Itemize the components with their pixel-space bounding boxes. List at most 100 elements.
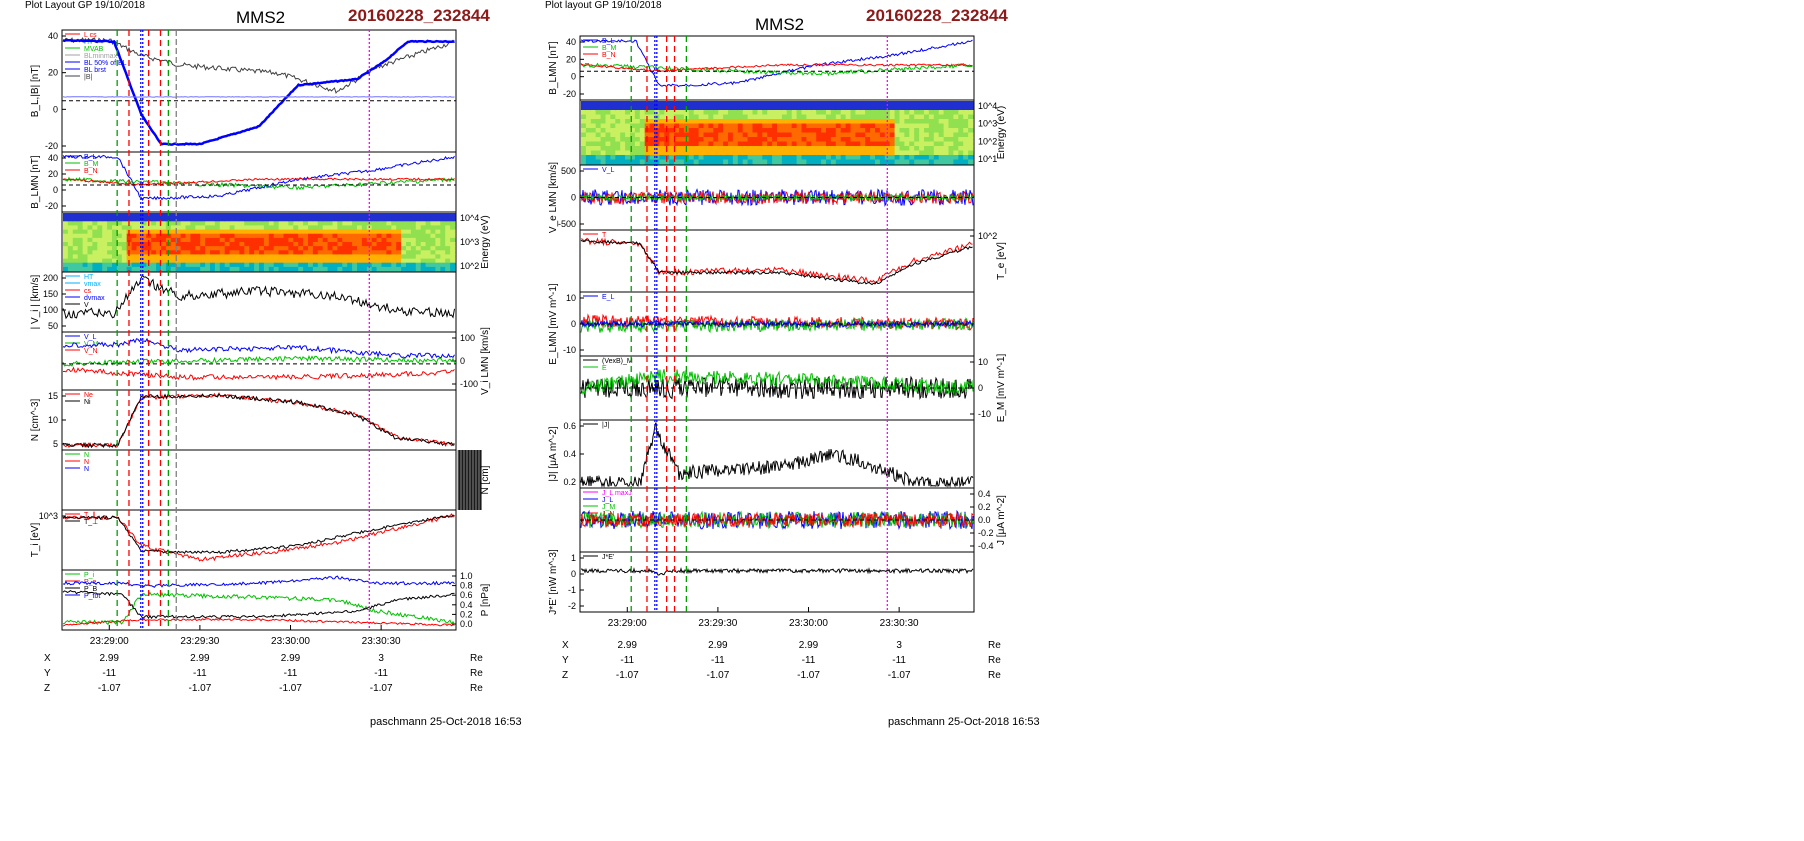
right-spectrogram-cell	[595, 119, 602, 125]
right-spectrogram-cell	[963, 146, 969, 152]
left-spectrogram-cell	[303, 266, 309, 272]
left-spectrogram-cell	[151, 246, 157, 251]
right-j-ytick-left: 0.6	[563, 421, 576, 431]
left-spectrogram-cell	[146, 246, 152, 251]
left-spectrogram-cell	[268, 250, 275, 255]
right-spectrogram-cell	[669, 137, 675, 143]
right-spectrogram-cell	[953, 159, 959, 165]
left-spectrogram-cell	[112, 266, 118, 272]
right-spectrogram-cell	[737, 110, 744, 116]
right-spectrogram-cell	[713, 132, 719, 138]
left-npanel-legend-label: N	[84, 466, 89, 473]
right-spectrogram-cell	[963, 119, 969, 125]
right-spectrogram-cell	[585, 101, 592, 107]
left-spectrogram-cell	[263, 213, 270, 218]
left-spectrogram-cell	[391, 217, 397, 222]
right-spectrogram-cell	[826, 105, 832, 111]
right-spectrogram-cell	[889, 105, 896, 111]
right-spectrogram-cell	[924, 119, 930, 125]
right-spectrogram-cell	[605, 114, 611, 120]
right-spectrogram-cell	[767, 146, 773, 152]
left-spectrogram-cell	[337, 246, 343, 251]
left-coord-value: -11	[374, 668, 388, 679]
left-spectrogram-cell	[293, 225, 299, 231]
right-spectrogram-cell	[924, 114, 930, 120]
right-spectrogram-cell	[953, 110, 959, 116]
right-spectrogram-cell	[830, 150, 837, 156]
left-spectrogram-cell	[97, 213, 103, 218]
left-spectrogram-cell	[239, 250, 245, 255]
right-spectrogram-cell	[654, 132, 660, 138]
right-spectrogram-cell	[639, 159, 646, 165]
right-spectrogram-cell	[821, 150, 827, 156]
left-spectrogram-cell	[121, 217, 128, 222]
left-spectrogram-cell	[425, 233, 432, 239]
right-spectrogram-cell	[679, 159, 685, 165]
left-spectrogram-cell	[420, 246, 427, 251]
left-blmn-series-line	[62, 154, 455, 202]
left-spectrogram-cell	[175, 266, 182, 272]
left-spectrogram-cell	[278, 221, 285, 226]
right-spectrogram-cell	[830, 155, 837, 161]
left-spectrogram-cell	[420, 242, 427, 247]
right-spectrogram-cell	[884, 123, 891, 129]
left-spectrogram-cell	[244, 213, 250, 218]
right-spectrogram-cell	[639, 101, 646, 107]
right-spectrogram-cell	[693, 128, 700, 134]
left-vilmn-ylabel: V_i LMN [km/s]	[480, 327, 491, 395]
left-spectrogram-cell	[244, 250, 250, 255]
right-spectrogram-cell	[943, 159, 950, 165]
right-spectrogram-cell	[752, 114, 758, 120]
right-spectrogram-cell	[688, 159, 695, 165]
right-spectrogram-cell	[767, 137, 773, 143]
left-spectrogram-cell	[156, 213, 162, 218]
right-spectrogram-cell	[595, 146, 602, 152]
left-spectrogram-cell	[342, 217, 348, 222]
left-spectrogram-cell	[82, 258, 89, 264]
left-spectrogram-cell	[195, 225, 201, 231]
left-spectrogram-cell	[224, 258, 231, 264]
left-spectrogram-cell	[112, 233, 118, 239]
right-spectrogram-cell	[860, 132, 866, 138]
left-spectrogram-cell	[102, 221, 108, 226]
left-spectrogram-cell	[381, 221, 387, 226]
left-spectrogram-cell	[126, 233, 133, 239]
left-ti-series-line	[62, 513, 455, 562]
right-spectrogram-cell	[850, 132, 856, 138]
left-spectrogram-cell	[366, 242, 373, 247]
left-spectrogram-cell	[219, 225, 226, 231]
right-spectrogram-cell	[742, 114, 749, 120]
right-spectrogram-cell	[840, 119, 847, 125]
left-spectrogram-cell	[298, 250, 304, 255]
right-spectrogram-cell	[816, 155, 822, 161]
left-spectrogram-cell	[268, 258, 275, 264]
right-spectrogram-cell	[830, 114, 837, 120]
right-spectrogram-cell	[585, 105, 592, 111]
left-spectrogram-cell	[337, 250, 343, 255]
right-j-ylabel: |J| [μA m^-2]	[548, 426, 559, 481]
left-spectrogram-cell	[366, 258, 373, 264]
left-spectrogram-cell	[87, 237, 93, 243]
left-spectrogram-cell	[317, 221, 324, 226]
right-spectrogram-cell	[933, 110, 940, 116]
left-spectrogram-cell	[406, 262, 412, 268]
right-spectrogram-cell	[811, 114, 817, 120]
right-spectrogram-cell	[904, 132, 910, 138]
left-bl-series-line	[62, 38, 455, 146]
left-spectrogram-cell	[195, 213, 201, 218]
left-spectrogram-cell	[175, 229, 182, 235]
right-elmn-ytick-left: 10	[566, 293, 576, 303]
right-spectrogram-cell	[816, 123, 822, 129]
left-spectrogram-cell	[357, 262, 363, 268]
right-spec-ytick-right: 10^4	[978, 101, 997, 111]
right-spectrogram-cell	[786, 123, 793, 129]
right-spectrogram-cell	[590, 132, 597, 138]
right-spectrogram-cell	[781, 159, 788, 165]
left-spectrogram-cell	[371, 229, 378, 235]
left-spectrogram-cell	[303, 262, 309, 268]
left-spectrogram-cell	[352, 258, 358, 264]
right-spectrogram-cell	[816, 128, 822, 134]
left-spectrogram-cell	[273, 262, 280, 268]
left-spectrogram-cell	[332, 229, 338, 235]
right-spectrogram-cell	[816, 114, 822, 120]
